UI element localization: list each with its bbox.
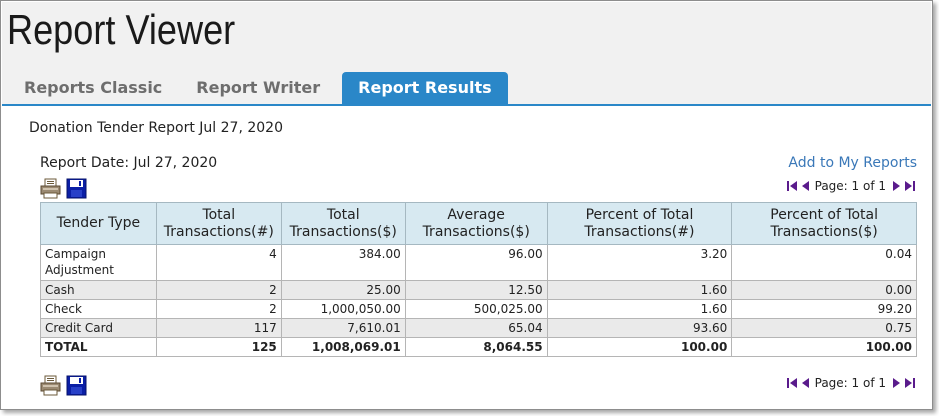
table-cell: 0.00 bbox=[731, 280, 917, 300]
tab-reports-classic[interactable]: Reports Classic bbox=[24, 78, 163, 97]
table-cell: Check bbox=[40, 299, 157, 319]
table-cell: Credit Card bbox=[40, 318, 157, 338]
column-header: Average Transactions($) bbox=[404, 202, 548, 245]
table-cell: 99.20 bbox=[731, 299, 917, 319]
column-header: Tender Type bbox=[40, 202, 157, 245]
table-cell: 8,064.55 bbox=[404, 337, 548, 357]
table-total-row: TOTAL 125 1,008,069.01 8,064.55 100.00 1… bbox=[40, 337, 917, 357]
previous-page-icon[interactable] bbox=[800, 180, 811, 192]
table-cell: 1,008,069.01 bbox=[280, 337, 406, 357]
column-header: Total Transactions(#) bbox=[155, 202, 282, 245]
table-cell: 12.50 bbox=[404, 280, 548, 300]
page-title: Report Viewer bbox=[7, 6, 236, 53]
table-cell: 1.60 bbox=[546, 299, 733, 319]
table-cell: 100.00 bbox=[731, 337, 917, 357]
tab-bar: Reports Classic Report Writer Report Res… bbox=[8, 72, 510, 106]
table-cell: 4 bbox=[155, 244, 282, 281]
column-header: Percent of Total Transactions($) bbox=[731, 202, 917, 245]
printer-icon[interactable] bbox=[40, 375, 61, 396]
column-header: Total Transactions($) bbox=[280, 202, 406, 245]
report-heading: Donation Tender Report Jul 27, 2020 bbox=[29, 120, 283, 136]
table-cell: 2 bbox=[155, 299, 282, 319]
floppy-disk-icon[interactable] bbox=[66, 375, 87, 396]
tab-report-writer[interactable]: Report Writer bbox=[196, 78, 321, 97]
last-page-icon[interactable] bbox=[904, 377, 915, 389]
table-cell: 0.04 bbox=[731, 244, 917, 281]
app-header: Report Viewer Reports Classic Report Wri… bbox=[2, 2, 931, 106]
results-table: Tender Type Total Transactions(#) Total … bbox=[40, 202, 917, 357]
table-cell: 384.00 bbox=[280, 244, 406, 281]
table-cell: 0.75 bbox=[731, 318, 917, 338]
column-header: Percent of Total Transactions(#) bbox=[546, 202, 733, 245]
table-row: Credit Card 117 7,610.01 65.04 93.60 0.7… bbox=[40, 318, 917, 338]
add-to-my-reports-link[interactable]: Add to My Reports bbox=[788, 155, 917, 171]
table-cell: 500,025.00 bbox=[404, 299, 548, 319]
table-cell: 2 bbox=[155, 280, 282, 300]
table-cell: Campaign Adjustment bbox=[40, 244, 157, 281]
table-header-row: Tender Type Total Transactions(#) Total … bbox=[40, 202, 917, 245]
table-cell: 3.20 bbox=[546, 244, 733, 281]
bottom-action-icons bbox=[40, 375, 87, 396]
page-indicator: Page: 1 of 1 bbox=[814, 179, 886, 193]
table-cell: 100.00 bbox=[546, 337, 733, 357]
table-cell: 1.60 bbox=[546, 280, 733, 300]
table-cell: 65.04 bbox=[404, 318, 548, 338]
table-cell: 125 bbox=[155, 337, 282, 357]
table-cell: Cash bbox=[40, 280, 157, 300]
previous-page-icon[interactable] bbox=[800, 377, 811, 389]
table-cell: 7,610.01 bbox=[280, 318, 406, 338]
next-page-icon[interactable] bbox=[891, 377, 902, 389]
table-cell: TOTAL bbox=[40, 337, 157, 357]
table-row: Cash 2 25.00 12.50 1.60 0.00 bbox=[40, 280, 917, 300]
table-row: Campaign Adjustment 4 384.00 96.00 3.20 … bbox=[40, 244, 917, 281]
table-cell: 117 bbox=[155, 318, 282, 338]
tab-report-results[interactable]: Report Results bbox=[342, 72, 508, 106]
top-action-icons bbox=[40, 178, 87, 199]
table-cell: 1,000,050.00 bbox=[280, 299, 406, 319]
table-cell: 96.00 bbox=[404, 244, 548, 281]
first-page-icon[interactable] bbox=[786, 180, 798, 192]
table-cell: 25.00 bbox=[280, 280, 406, 300]
next-page-icon[interactable] bbox=[891, 180, 902, 192]
report-viewer-window: Report Viewer Reports Classic Report Wri… bbox=[0, 0, 933, 410]
page-indicator: Page: 1 of 1 bbox=[814, 376, 886, 390]
first-page-icon[interactable] bbox=[786, 377, 798, 389]
pager-top: Page: 1 of 1 bbox=[786, 179, 915, 193]
floppy-disk-icon[interactable] bbox=[66, 178, 87, 199]
pager-bottom: Page: 1 of 1 bbox=[786, 376, 915, 390]
table-cell: 93.60 bbox=[546, 318, 733, 338]
report-date: Report Date: Jul 27, 2020 bbox=[40, 155, 218, 171]
last-page-icon[interactable] bbox=[904, 180, 915, 192]
report-content: Donation Tender Report Jul 27, 2020 Repo… bbox=[2, 108, 931, 408]
printer-icon[interactable] bbox=[40, 178, 61, 199]
table-row: Check 2 1,000,050.00 500,025.00 1.60 99.… bbox=[40, 299, 917, 319]
